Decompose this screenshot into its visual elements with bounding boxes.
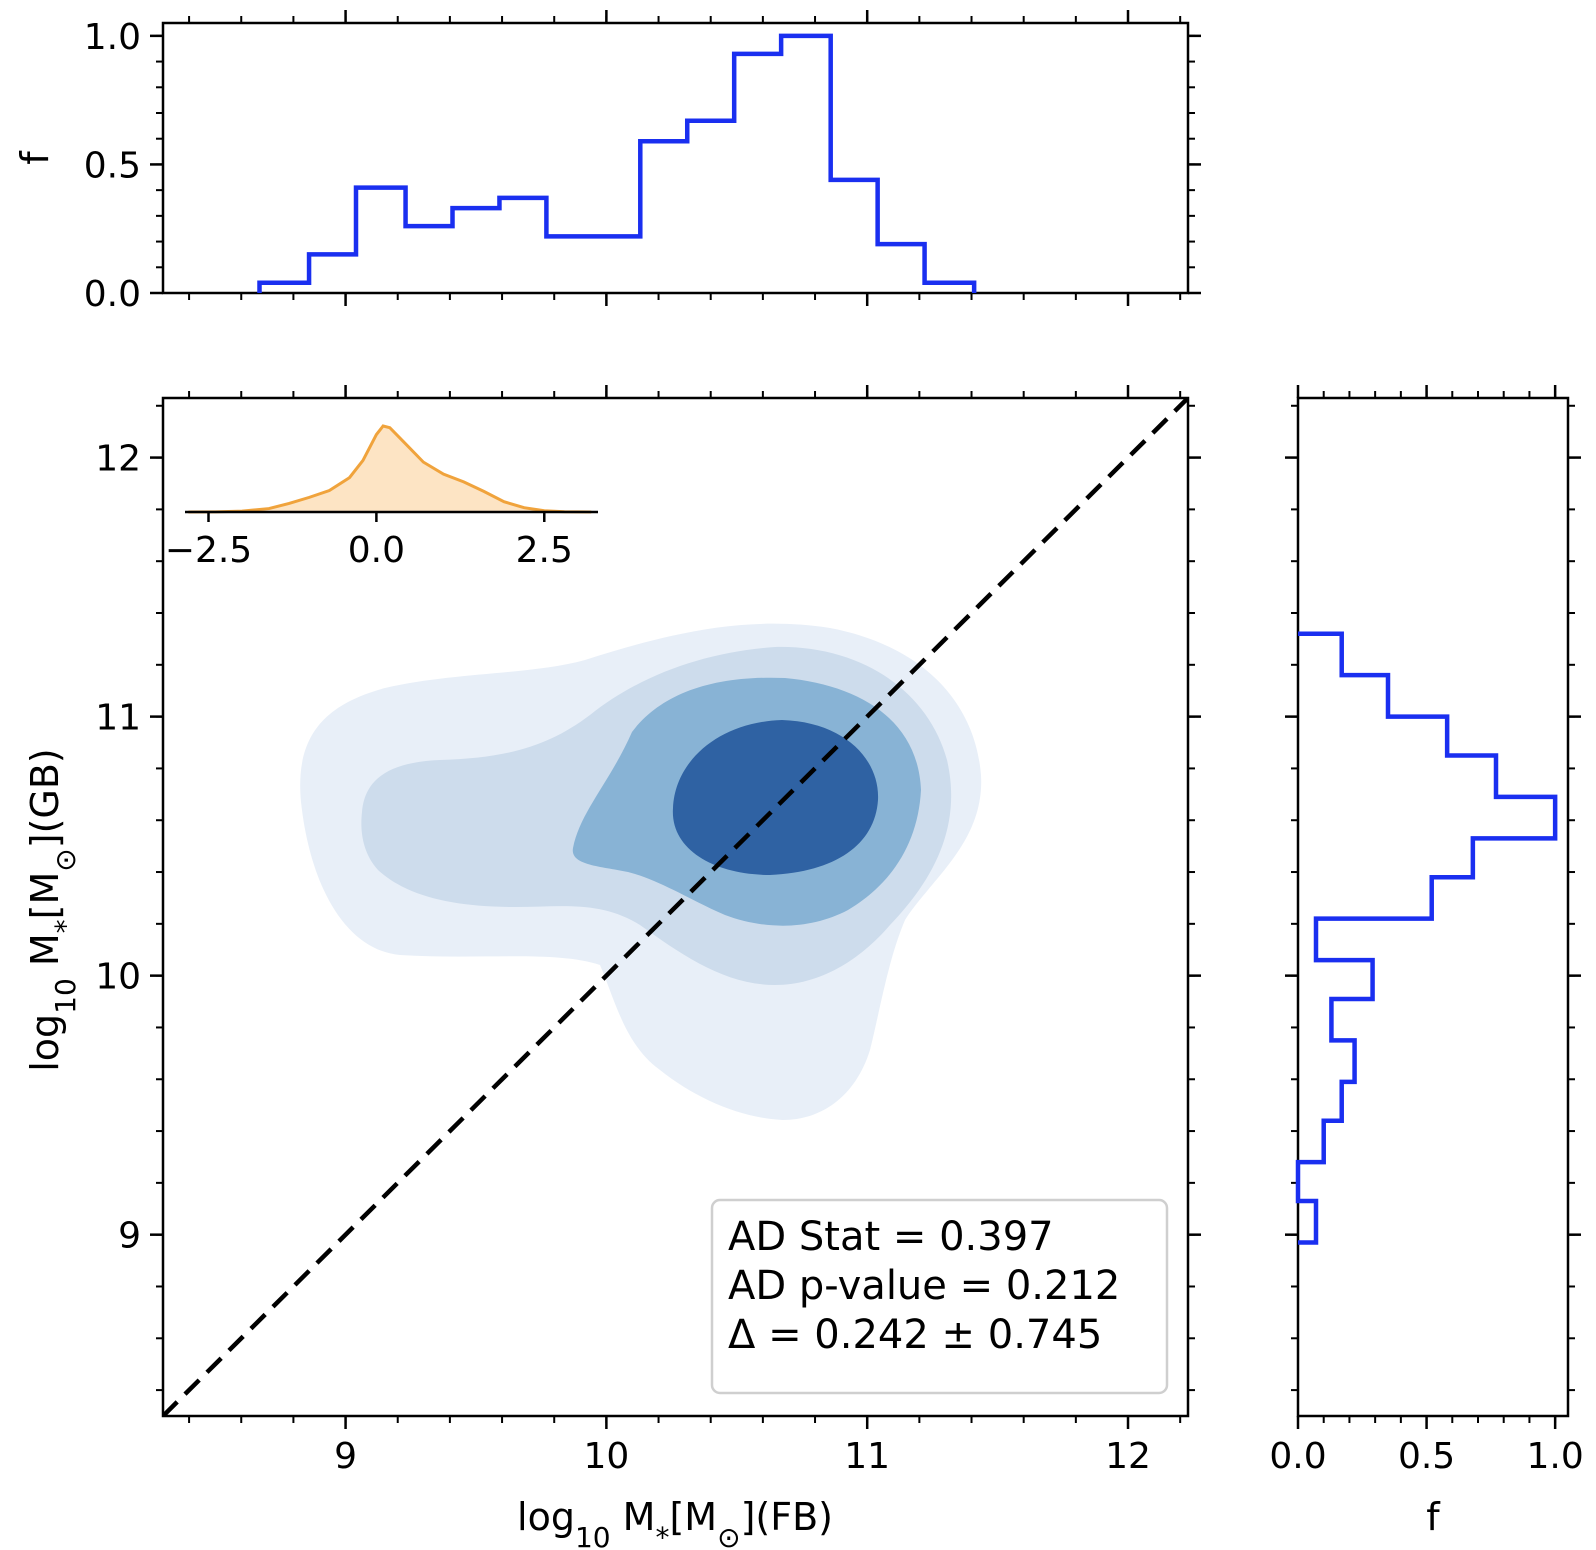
- right-x-tick-label: 0.0: [1269, 1436, 1326, 1477]
- inset-x-tick-label: 0.0: [348, 530, 405, 571]
- x-tick-label: 11: [844, 1436, 890, 1477]
- top-histogram-ticks: 0.0 0.5 1.0: [84, 10, 1201, 315]
- x-tick-label: 9: [334, 1436, 357, 1477]
- right-histogram-xlabel: f: [1426, 1495, 1441, 1539]
- one-to-one-dashed-line: [163, 398, 1188, 1416]
- top-histogram-frame: [161, 21, 1190, 295]
- y-tick-label: 9: [118, 1216, 141, 1257]
- top-histogram-step: [257, 33, 977, 293]
- right-histogram-panel: 0.0 0.5 1.0 f: [1269, 385, 1584, 1539]
- right-histogram-ticks: 0.0 0.5 1.0: [1269, 385, 1584, 1477]
- stats-box-frame: [710, 1198, 1169, 1395]
- right-histogram-step: [1295, 631, 1558, 1245]
- y-tick-label: 12: [95, 439, 141, 480]
- main-ticks: 9 9 10 10 11 11 12 12: [95, 385, 1201, 1477]
- main-ylabel: log10 M*[M⊙](GB): [23, 748, 82, 1072]
- inset-x-tick-label: 2.5: [516, 530, 573, 571]
- main-frame: [161, 396, 1190, 1418]
- stats-ad-pvalue: AD p-value = 0.212: [728, 1263, 1120, 1309]
- main-panel: 9 9 10 10 11 11 12 12 log10 M*[M⊙](FB) log10 M*…: [23, 385, 1201, 1550]
- stats-ad-stat: AD Stat = 0.397: [728, 1214, 1054, 1260]
- right-histogram-frame: [1296, 396, 1570, 1418]
- y-tick-label: 10: [95, 957, 141, 998]
- y-tick-label: 11: [95, 698, 141, 739]
- stats-delta: Δ = 0.242 ± 0.745: [728, 1312, 1102, 1358]
- main-xlabel: log10 M*[M⊙](FB): [517, 1495, 833, 1550]
- right-x-tick-label: 0.5: [1398, 1436, 1455, 1477]
- kde-contours: [300, 623, 982, 1120]
- inset-x-tick-label: −2.5: [165, 530, 252, 571]
- top-y-tick-label: 0.0: [84, 274, 141, 315]
- inset-kde-fill: [188, 426, 592, 512]
- top-y-tick-label: 1.0: [84, 17, 141, 58]
- top-histogram-ylabel: f: [13, 150, 57, 165]
- x-tick-label: 10: [583, 1436, 629, 1477]
- x-tick-label: 12: [1105, 1436, 1151, 1477]
- inset-kde-line: [188, 424, 592, 514]
- right-x-tick-label: 1.0: [1527, 1436, 1584, 1477]
- stats-box: AD Stat = 0.397 AD p-value = 0.212 Δ = 0…: [710, 1198, 1169, 1395]
- top-y-tick-label: 0.5: [84, 145, 141, 186]
- top-histogram-panel: 0.0 0.5 1.0 f: [13, 10, 1201, 315]
- inset-ticks: −2.5 0.0 2.5: [165, 512, 573, 571]
- inset-kde: −2.5 0.0 2.5: [165, 424, 598, 571]
